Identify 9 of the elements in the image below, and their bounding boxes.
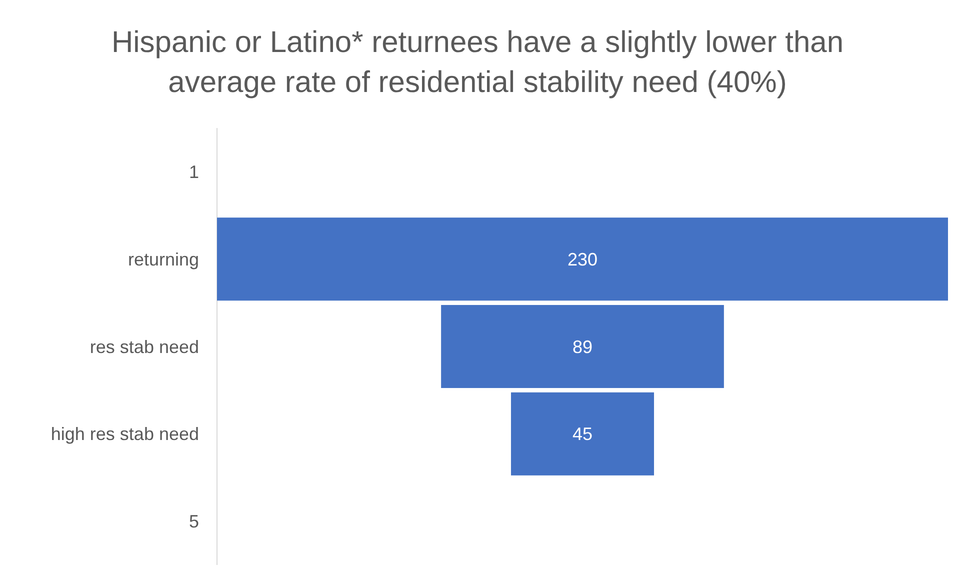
category-label: 1	[188, 162, 199, 182]
data-label: 89	[572, 336, 593, 357]
text: Hispanic or Latino* returnees have a slightly lower than average rate of residential stability need (40%)	[111, 26, 844, 99]
category-label: 5	[188, 512, 199, 532]
data-label: 230	[567, 249, 598, 270]
category-label: returning	[128, 249, 199, 270]
category-label: res stab need	[90, 336, 199, 357]
data-label: 45	[572, 424, 593, 444]
category-label: high res stab need	[50, 424, 199, 444]
